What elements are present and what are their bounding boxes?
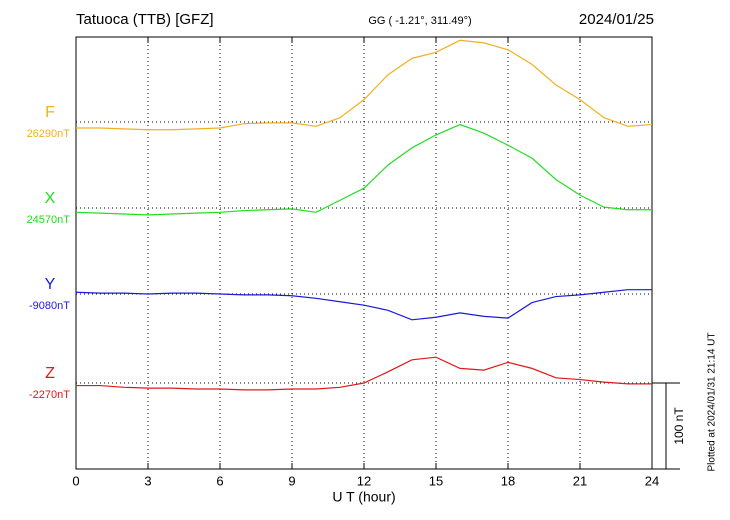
baseline-label: -2270nT — [29, 389, 70, 401]
baseline-label: -9080nT — [29, 300, 70, 312]
x-tick-label: 6 — [216, 473, 223, 488]
scale-bar-label: 100 nT — [672, 407, 686, 445]
x-tick-label: 24 — [645, 473, 659, 488]
baseline-label: 26290nT — [27, 128, 71, 140]
series-line — [76, 39, 653, 131]
x-axis-label: U T (hour) — [332, 489, 395, 505]
x-tick-label: 9 — [288, 473, 295, 488]
x-tick-label: 3 — [144, 473, 151, 488]
series-line — [76, 356, 652, 391]
series-line — [75, 289, 652, 321]
series-name: F — [45, 104, 55, 121]
baseline-label: 24570nT — [27, 214, 71, 226]
x-tick-label: 18 — [501, 473, 515, 488]
x-tick-label: 12 — [357, 473, 371, 488]
series-name: X — [45, 190, 56, 207]
chart-title: Tatuoca (TTB) [GFZ] — [76, 11, 214, 28]
chart-date: 2024/01/25 — [579, 11, 654, 28]
chart-subtitle: GG ( -1.21°, 311.49°) — [368, 15, 471, 27]
x-tick-label: 15 — [429, 473, 443, 488]
x-tick-label: 0 — [72, 473, 79, 488]
series-line — [75, 123, 652, 216]
series-name: Z — [45, 365, 55, 382]
x-tick-label: 21 — [573, 473, 587, 488]
series-name: Y — [45, 276, 56, 293]
footnote: Plotted at 2024/01/31 21:14 UT — [707, 333, 718, 472]
